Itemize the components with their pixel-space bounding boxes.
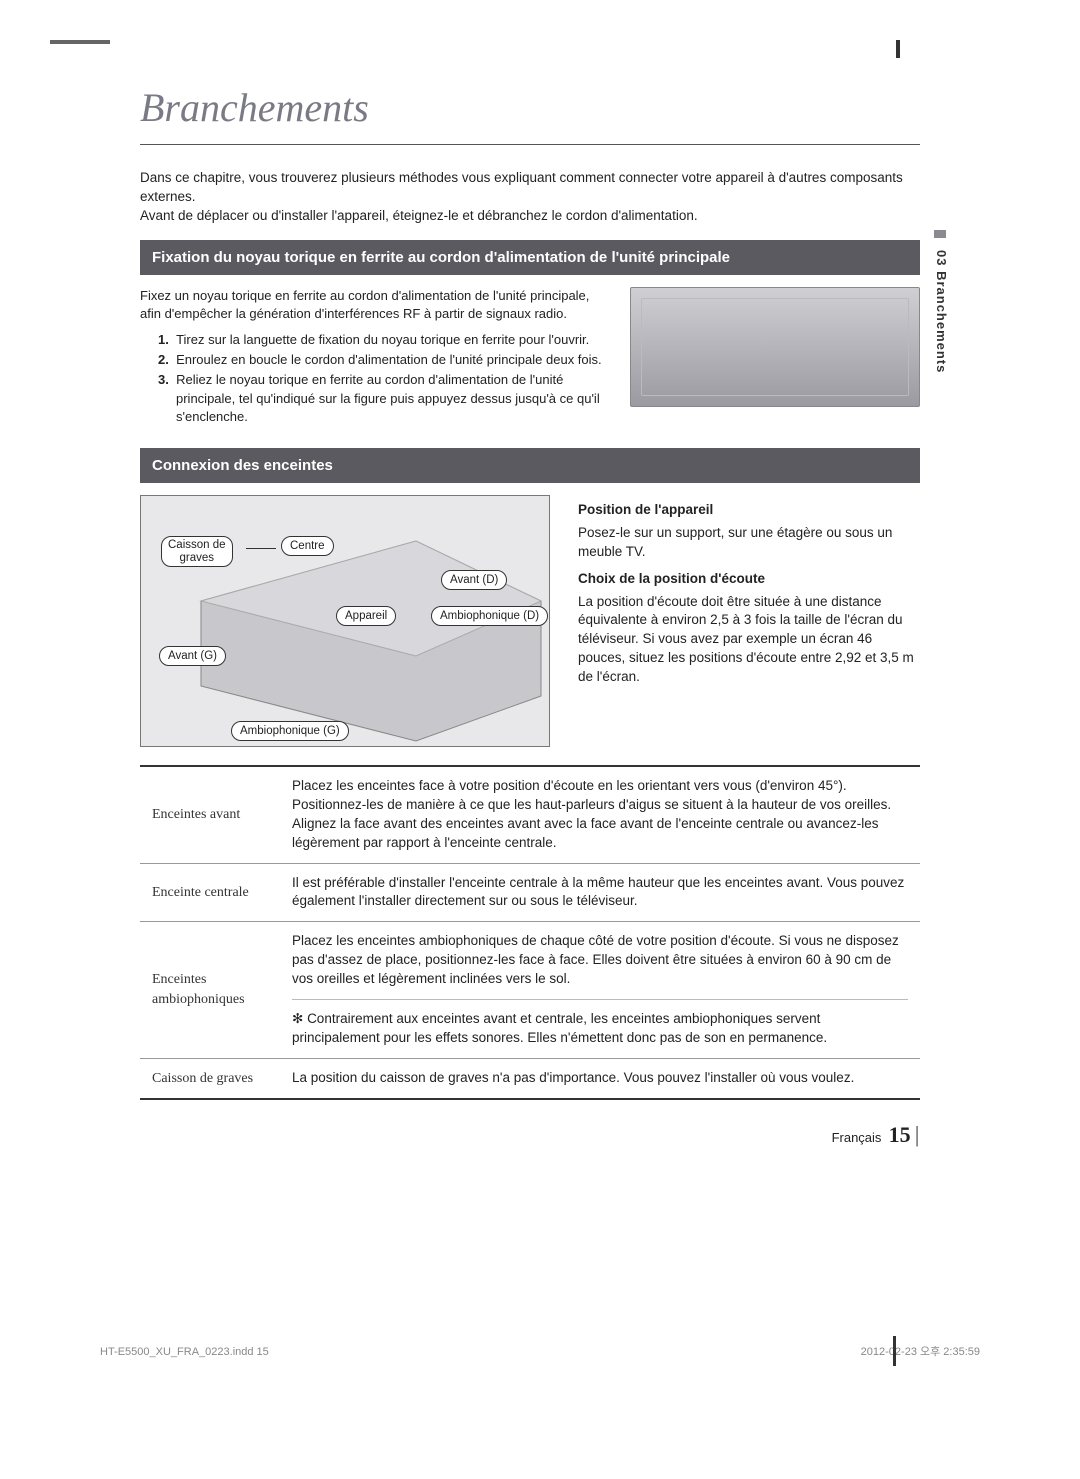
chapter-title: Branchements — [140, 80, 920, 136]
intro-line-1: Dans ce chapitre, vous trouverez plusieu… — [140, 170, 903, 204]
sub-separator — [292, 999, 908, 1000]
row-label: Enceintes ambiophoniques — [140, 922, 280, 1058]
listening-text: La position d'écoute doit être située à … — [578, 593, 920, 687]
section-heading-ferrite: Fixation du noyau torique en ferrite au … — [140, 240, 920, 275]
table-row: Enceinte centrale Il est préférable d'in… — [140, 863, 920, 922]
step-text: Enroulez en boucle le cordon d'alimentat… — [176, 352, 602, 367]
row-text: Placez les enceintes ambiophoniques de c… — [280, 922, 920, 1058]
star-icon: ✻ — [292, 1011, 307, 1026]
subheading-position: Position de l'appareil — [578, 501, 920, 520]
label-surround-left: Ambiophonique (G) — [231, 721, 349, 741]
label-subwoofer: Caisson degraves — [161, 536, 233, 567]
position-text: Posez-le sur un support, sur une étagère… — [578, 524, 920, 562]
label-surround-right: Ambiophonique (D) — [431, 606, 548, 626]
print-file-name: HT-E5500_XU_FRA_0223.indd 15 — [100, 1345, 269, 1360]
list-item: 2. Enroulez en boucle le cordon d'alimen… — [158, 351, 610, 369]
leader-line — [246, 548, 276, 549]
page-footer: Français 15 | — [140, 1120, 920, 1151]
row-main-text: Placez les enceintes ambiophoniques de c… — [292, 933, 899, 986]
row-label: Caisson de graves — [140, 1058, 280, 1099]
list-item: 3. Reliez le noyau torique en ferrite au… — [158, 371, 610, 426]
ferrite-intro: Fixez un noyau torique en ferrite au cor… — [140, 287, 610, 323]
list-item: 1. Tirez sur la languette de fixation du… — [158, 331, 610, 349]
table-row: Enceintes avant Placez les enceintes fac… — [140, 766, 920, 863]
row-text: Placez les enceintes face à votre positi… — [280, 766, 920, 863]
footer-bar: | — [914, 1122, 920, 1147]
intro-paragraph: Dans ce chapitre, vous trouverez plusieu… — [140, 169, 920, 226]
table-row: Caisson de graves La position du caisson… — [140, 1058, 920, 1099]
row-note-text: Contrairement aux enceintes avant et cen… — [292, 1011, 827, 1045]
section-heading-speakers: Connexion des enceintes — [140, 448, 920, 483]
ferrite-diagram — [630, 287, 920, 407]
print-footer: HT-E5500_XU_FRA_0223.indd 15 2012-02-23 … — [100, 1345, 980, 1360]
intro-line-2: Avant de déplacer ou d'installer l'appar… — [140, 208, 698, 223]
step-text: Tirez sur la languette de fixation du no… — [176, 332, 589, 347]
label-front-right: Avant (D) — [441, 570, 507, 590]
page-number: 15 — [889, 1122, 911, 1147]
label-front-left: Avant (G) — [159, 646, 226, 666]
row-text: La position du caisson de graves n'a pas… — [280, 1058, 920, 1099]
label-product: Appareil — [336, 606, 396, 626]
label-centre: Centre — [281, 536, 334, 556]
ferrite-steps-list: 1. Tirez sur la languette de fixation du… — [140, 331, 610, 426]
subheading-listening: Choix de la position d'écoute — [578, 570, 920, 589]
speaker-position-text: Position de l'appareil Posez-le sur un s… — [578, 495, 920, 747]
speaker-layout-diagram: Caisson degraves Centre Avant (D) Appare… — [140, 495, 550, 747]
footer-language: Français — [832, 1130, 882, 1145]
print-timestamp: 2012-02-23 오후 2:35:59 — [861, 1345, 980, 1360]
row-text: Il est préférable d'installer l'enceinte… — [280, 863, 920, 922]
ferrite-text-block: Fixez un noyau torique en ferrite au cor… — [140, 287, 610, 428]
table-row: Enceintes ambiophoniques Placez les ence… — [140, 922, 920, 1058]
page-content: Branchements Dans ce chapitre, vous trou… — [0, 0, 1080, 1400]
speaker-placement-table: Enceintes avant Placez les enceintes fac… — [140, 765, 920, 1100]
crop-mark — [893, 1336, 896, 1366]
row-label: Enceintes avant — [140, 766, 280, 863]
step-text: Reliez le noyau torique en ferrite au co… — [176, 372, 600, 423]
row-label: Enceinte centrale — [140, 863, 280, 922]
chapter-rule — [140, 144, 920, 145]
